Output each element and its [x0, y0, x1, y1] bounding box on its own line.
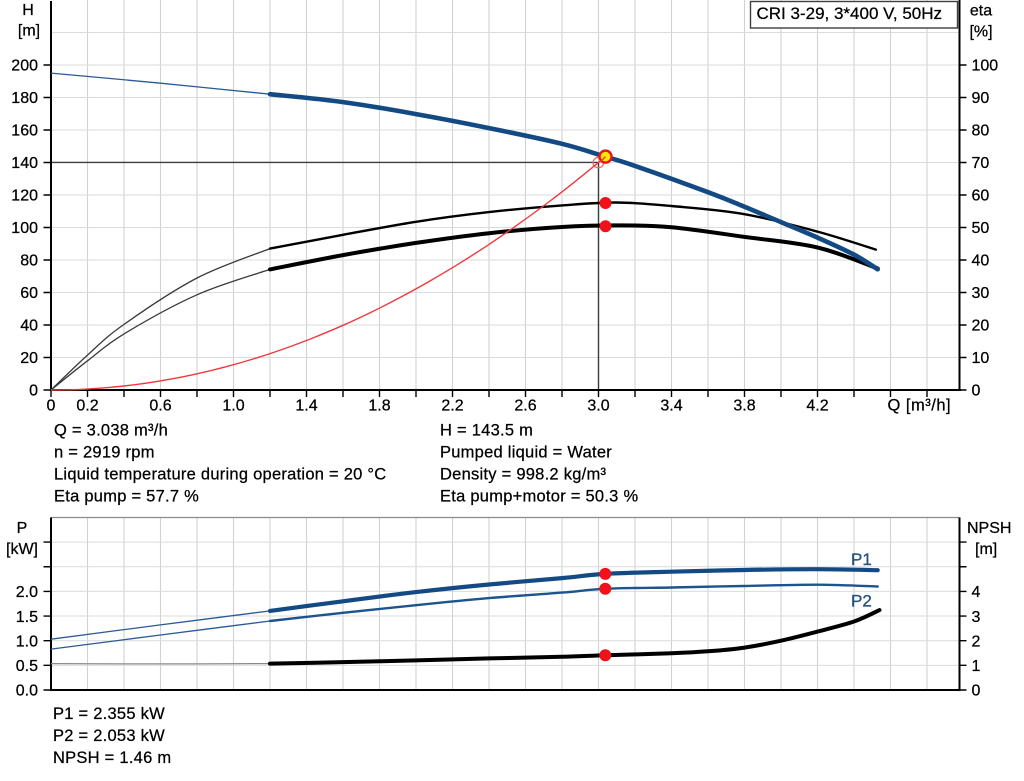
svg-text:140: 140: [11, 155, 38, 172]
svg-text:50: 50: [972, 220, 990, 237]
svg-text:[m]: [m]: [18, 23, 40, 40]
svg-text:P2 = 2.053 kW: P2 = 2.053 kW: [53, 727, 165, 745]
svg-text:CRI 3-29, 3*400 V, 50Hz: CRI 3-29, 3*400 V, 50Hz: [757, 4, 943, 23]
svg-text:0: 0: [972, 383, 981, 400]
svg-text:0: 0: [29, 383, 38, 400]
svg-text:40: 40: [972, 253, 990, 270]
svg-text:1.0: 1.0: [222, 398, 244, 415]
svg-text:80: 80: [20, 253, 38, 270]
svg-text:Q = 3.038 m³/h: Q = 3.038 m³/h: [54, 421, 168, 439]
svg-text:90: 90: [972, 90, 990, 107]
svg-text:200: 200: [11, 58, 38, 75]
svg-text:2.6: 2.6: [514, 398, 536, 415]
svg-text:10: 10: [972, 350, 990, 367]
svg-text:NPSH = 1.46 m: NPSH = 1.46 m: [53, 749, 171, 767]
svg-text:P: P: [17, 520, 28, 537]
svg-text:[%]: [%]: [969, 24, 992, 41]
svg-text:NPSH: NPSH: [967, 520, 1011, 537]
svg-text:eta: eta: [970, 3, 992, 20]
svg-text:100: 100: [972, 58, 999, 75]
svg-text:0.2: 0.2: [76, 398, 98, 415]
svg-text:1.5: 1.5: [16, 609, 38, 626]
svg-text:Density = 998.2 kg/m³: Density = 998.2 kg/m³: [440, 465, 606, 483]
svg-text:3.4: 3.4: [660, 398, 682, 415]
svg-text:Q [m³/h]: Q [m³/h]: [888, 397, 952, 415]
svg-text:n = 2919 rpm: n = 2919 rpm: [54, 443, 155, 461]
svg-text:4: 4: [972, 584, 981, 601]
svg-text:0.0: 0.0: [16, 683, 38, 700]
svg-text:P1: P1: [851, 550, 872, 569]
svg-text:Liquid temperature during oper: Liquid temperature during operation = 20…: [54, 465, 386, 483]
svg-text:1.0: 1.0: [16, 633, 38, 650]
svg-text:40: 40: [20, 318, 38, 335]
svg-text:70: 70: [972, 155, 990, 172]
svg-text:2.2: 2.2: [441, 398, 463, 415]
svg-text:3.8: 3.8: [733, 398, 755, 415]
svg-text:1.8: 1.8: [368, 398, 390, 415]
svg-text:1: 1: [972, 658, 981, 675]
svg-text:120: 120: [11, 188, 38, 205]
svg-text:20: 20: [20, 350, 38, 367]
svg-text:0: 0: [47, 398, 56, 415]
svg-text:2.0: 2.0: [16, 584, 38, 601]
svg-text:[m]: [m]: [975, 541, 997, 558]
svg-text:100: 100: [11, 220, 38, 237]
svg-text:20: 20: [972, 318, 990, 335]
svg-text:P2: P2: [851, 592, 872, 611]
svg-text:Pumped liquid = Water: Pumped liquid = Water: [440, 443, 612, 461]
svg-text:Eta pump+motor = 50.3 %: Eta pump+motor = 50.3 %: [440, 487, 638, 505]
svg-text:160: 160: [11, 123, 38, 140]
svg-text:[kW]: [kW]: [6, 541, 38, 558]
svg-text:3.0: 3.0: [587, 398, 609, 415]
svg-text:1.4: 1.4: [295, 398, 317, 415]
svg-text:0.6: 0.6: [149, 398, 171, 415]
svg-text:80: 80: [972, 123, 990, 140]
svg-text:H: H: [22, 2, 34, 19]
svg-text:0.5: 0.5: [16, 658, 38, 675]
svg-text:60: 60: [972, 188, 990, 205]
svg-text:4.2: 4.2: [806, 398, 828, 415]
svg-text:P1 = 2.355 kW: P1 = 2.355 kW: [53, 705, 165, 723]
svg-text:30: 30: [972, 285, 990, 302]
svg-text:Eta pump = 57.7 %: Eta pump = 57.7 %: [54, 487, 199, 505]
svg-text:3: 3: [972, 609, 981, 626]
svg-text:H = 143.5 m: H = 143.5 m: [440, 421, 533, 439]
svg-text:180: 180: [11, 90, 38, 107]
svg-text:0: 0: [972, 683, 981, 700]
svg-text:60: 60: [20, 285, 38, 302]
svg-text:2: 2: [972, 633, 981, 650]
